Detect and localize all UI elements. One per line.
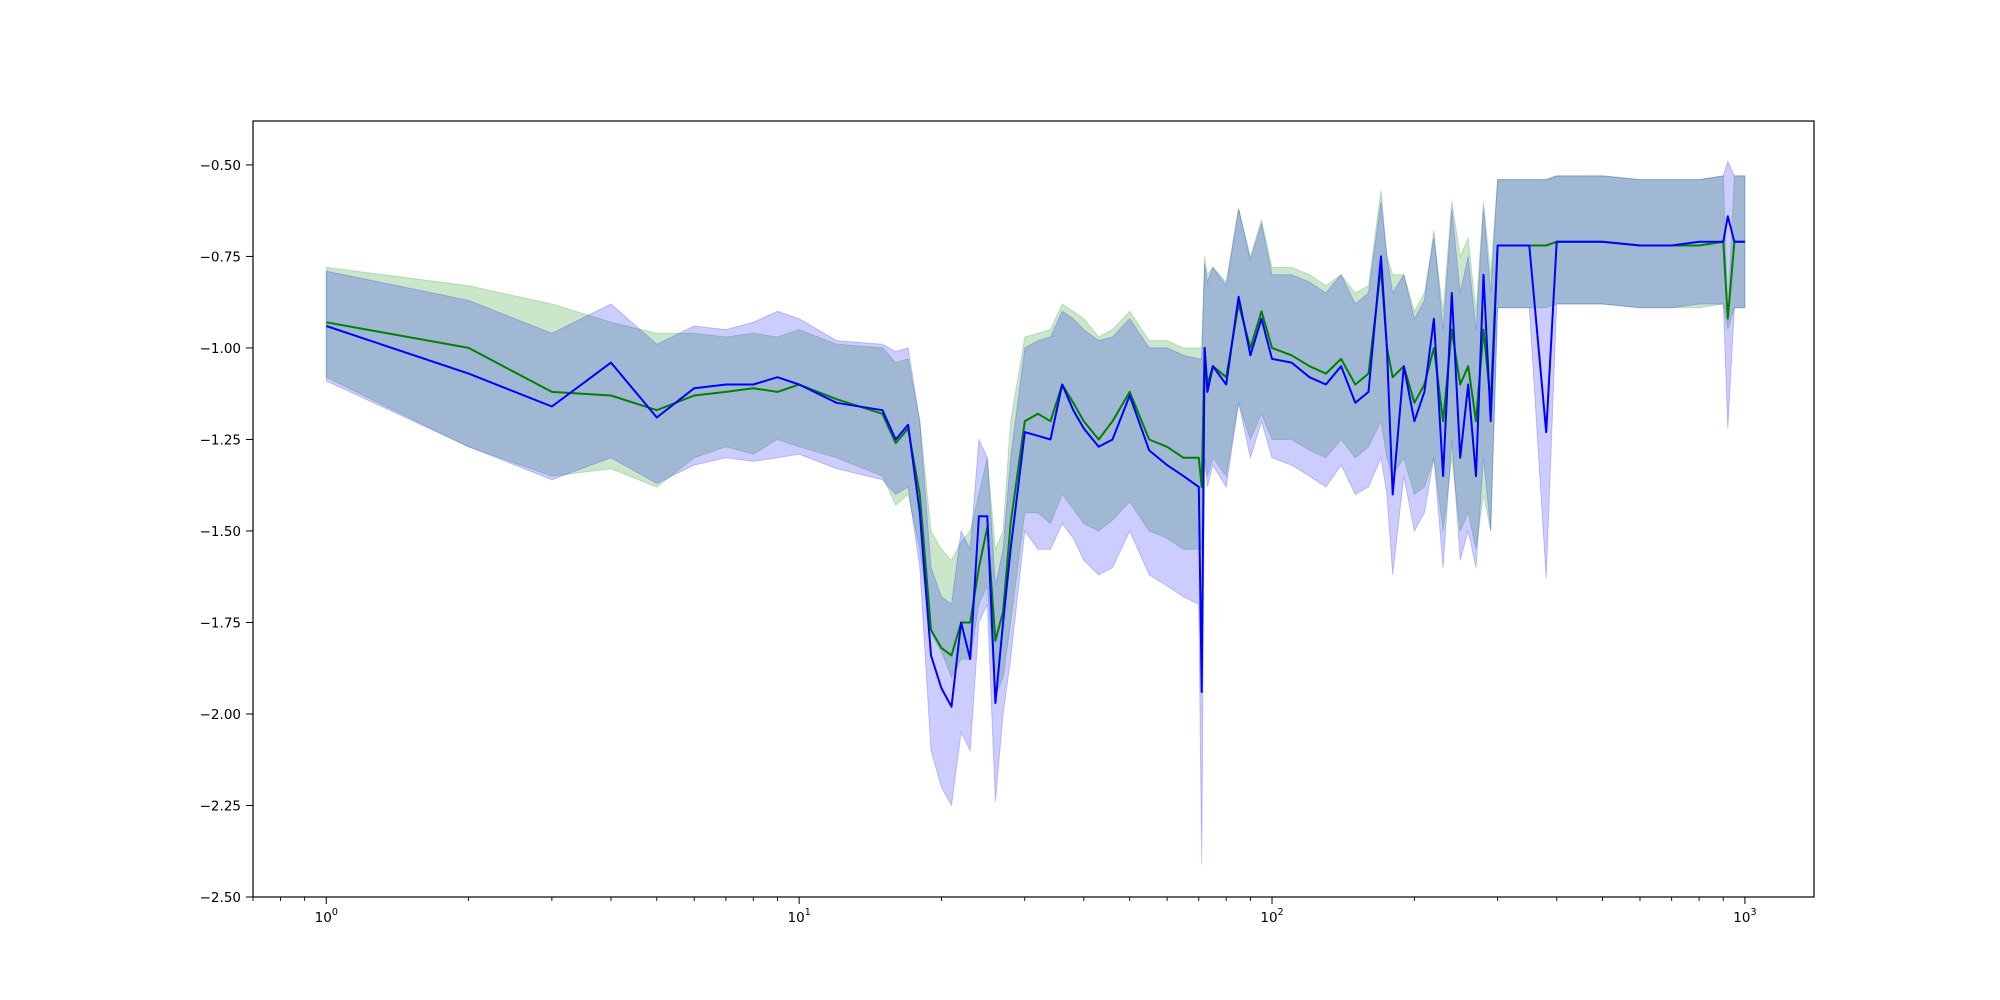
y-tick-label: −2.25 (200, 798, 241, 814)
x-tick-label: 103 (1733, 907, 1756, 926)
series-2-band (325, 159, 1746, 865)
y-tick-label: −0.50 (200, 158, 241, 174)
x-tick-label: 102 (1260, 907, 1283, 926)
series-lines (325, 215, 1745, 708)
y-axis: −0.50 −0.75 −1.00 −1.25 −1.50 −1.75 −2.00 −2.25… (200, 158, 253, 906)
y-tick-label: −1.25 (200, 432, 241, 448)
y-tick-label: −2.00 (200, 707, 241, 723)
x-axis: 100 101 102 103 (252, 897, 1757, 926)
x-tick-label: 100 (315, 907, 338, 926)
y-tick-label: −1.50 (200, 524, 241, 540)
y-tick-label: −2.50 (200, 890, 241, 906)
plot-frame (252, 120, 1815, 898)
y-tick-label: −1.00 (200, 341, 241, 357)
y-tick-label: −0.75 (200, 249, 241, 265)
series-2-line (325, 215, 1745, 708)
y-tick-label: −1.75 (200, 615, 241, 631)
x-tick-label: 101 (788, 907, 811, 926)
